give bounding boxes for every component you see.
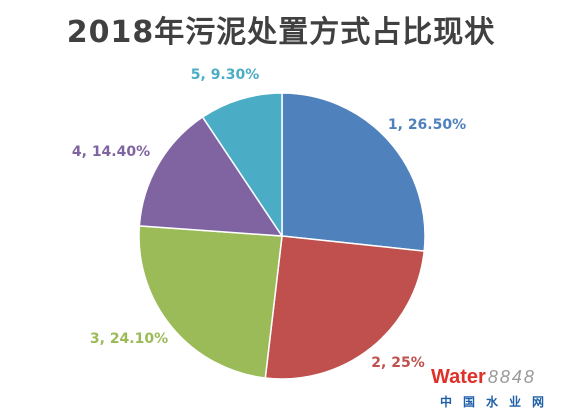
- data-label-separator: ,: [381, 355, 391, 371]
- logo-brand-text: Water: [431, 366, 486, 388]
- pie-slices: [138, 92, 426, 380]
- pie-slice-4: [138, 116, 283, 237]
- data-label-category: 4: [72, 144, 82, 160]
- data-label-separator: ,: [200, 67, 210, 83]
- data-label-percent: 24.10%: [110, 331, 168, 347]
- data-label-1: 1, 26.50%: [388, 117, 466, 133]
- data-label-separator: ,: [100, 331, 110, 347]
- data-label-separator: ,: [398, 117, 408, 133]
- data-label-4: 4, 14.40%: [72, 144, 150, 160]
- data-label-separator: ,: [82, 144, 92, 160]
- data-label-percent: 9.30%: [211, 67, 260, 83]
- pie-slice-1: [281, 92, 426, 252]
- logo-site-name: 中国水业网: [440, 395, 556, 409]
- data-label-5: 5, 9.30%: [191, 67, 260, 83]
- pie-slice-2: [264, 235, 425, 380]
- data-label-category: 1: [388, 117, 398, 133]
- pie-slice-3: [138, 225, 283, 379]
- water8848-logo: Water 8848 中国水业网: [431, 364, 559, 413]
- pie-slice-5: [201, 92, 283, 237]
- data-label-category: 2: [371, 355, 381, 371]
- chart-title: 2018年污泥处置方式占比现状: [66, 15, 496, 50]
- data-label-category: 5: [191, 67, 201, 83]
- data-label-3: 3, 24.10%: [90, 331, 168, 347]
- data-label-2: 2, 25%: [371, 355, 424, 371]
- data-labels: 1, 26.50% 2, 25% 3, 24.10% 4, 14.40% 5, …: [72, 67, 466, 371]
- data-label-percent: 14.40%: [92, 144, 150, 160]
- data-label-percent: 25%: [391, 355, 425, 371]
- logo-number-text: 8848: [487, 367, 536, 387]
- data-label-category: 3: [90, 331, 100, 347]
- data-label-percent: 26.50%: [408, 117, 466, 133]
- logo-wordmark: Water 8848: [431, 364, 559, 390]
